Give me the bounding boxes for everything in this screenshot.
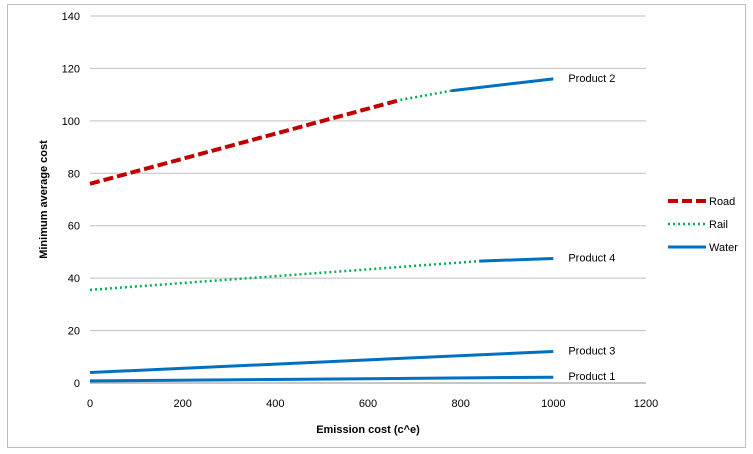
x-axis-title: Emission cost (c^e) (316, 424, 420, 436)
legend-label: Water (709, 242, 738, 254)
segment-rail (89, 259, 480, 292)
product-labels: Product 2 Product 4 Product 3 Product 1 (568, 73, 615, 383)
x-tick-label: 1200 (634, 398, 658, 410)
product-series (89, 350, 554, 374)
y-tick-label: 80 (68, 168, 80, 180)
series-lines (89, 77, 554, 383)
legend-item-water: Water (668, 242, 738, 254)
x-tick-label: 0 (87, 398, 93, 410)
y-tick-label: 60 (68, 221, 80, 233)
y-axis-title: Minimum average cost (38, 140, 50, 259)
legend-label: Road (709, 196, 735, 208)
product-label: Product 1 (568, 371, 615, 383)
segment-water (89, 350, 554, 374)
legend-label: Rail (709, 219, 728, 231)
y-tick-label: 100 (62, 116, 80, 128)
product-series (89, 375, 554, 383)
y-tick-label: 40 (68, 273, 80, 285)
product-label: Product 4 (568, 252, 615, 264)
legend: Road Rail Water (668, 196, 738, 254)
segment-water (451, 77, 554, 93)
product-series (89, 77, 554, 186)
legend-item-rail: Rail (668, 219, 728, 231)
legend-item-road: Road (668, 196, 735, 208)
x-tick-label: 400 (266, 398, 284, 410)
product-label: Product 3 (568, 346, 615, 358)
y-tick-label: 120 (62, 63, 80, 75)
product-series (89, 257, 554, 292)
segment-water (89, 375, 554, 383)
y-tick-label: 140 (62, 11, 80, 23)
x-tick-label: 1000 (541, 398, 565, 410)
product-label: Product 2 (568, 73, 615, 85)
y-tick-label: 20 (68, 326, 80, 338)
segment-water (479, 257, 554, 263)
x-tick-label: 600 (359, 398, 377, 410)
gridlines (90, 15, 646, 384)
y-tick-labels: 0 20 40 60 80 100 120 140 (62, 11, 80, 390)
segment-road (89, 97, 401, 186)
x-tick-labels: 0 200 400 600 800 1000 1200 (87, 398, 658, 410)
segment-rail (400, 89, 452, 102)
x-tick-label: 800 (451, 398, 469, 410)
x-tick-label: 200 (173, 398, 191, 410)
y-tick-label: 0 (74, 378, 80, 390)
